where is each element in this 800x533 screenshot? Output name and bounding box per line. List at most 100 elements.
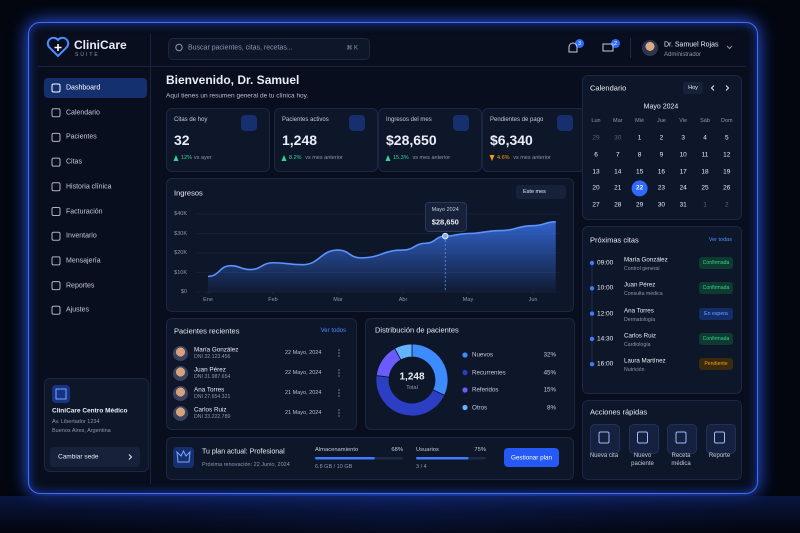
today-button[interactable]: [683, 82, 703, 94]
search-box[interactable]: [168, 38, 370, 60]
appointment-type: Nutrición: [624, 367, 645, 374]
nav-item[interactable]: Facturación: [66, 208, 103, 215]
appointment-status: Pendiente: [704, 361, 728, 368]
period-select[interactable]: [516, 185, 566, 199]
calendar-day[interactable]: 17: [679, 168, 687, 176]
nav-item[interactable]: Pacientes: [66, 133, 97, 141]
calendar-day[interactable]: 23: [657, 184, 666, 192]
header-divider: [38, 66, 746, 67]
y-tick-label: $30K: [174, 230, 187, 237]
period-label[interactable]: Este mes: [523, 189, 546, 195]
patient-avatar: [173, 345, 188, 361]
quick-action-label[interactable]: Reporte: [708, 453, 731, 459]
nav-item[interactable]: Mensajería: [66, 257, 101, 265]
calendar-day[interactable]: 24: [679, 184, 687, 192]
alerts-badge: [575, 39, 584, 48]
clinic-icon: [52, 385, 70, 403]
change-site-label[interactable]: Cambiar sede: [58, 453, 99, 461]
quick-action-label[interactable]: Nueva cita: [589, 453, 619, 459]
calendar-day[interactable]: 4: [703, 134, 707, 142]
patient-dni: DNI 31.987.654: [194, 374, 231, 380]
patient-dni: DNI 33.222.789: [194, 414, 231, 420]
calendar-day[interactable]: 25: [701, 184, 709, 192]
weekday-label: Mié: [635, 118, 645, 124]
weekday-label: Jue: [656, 118, 666, 124]
quick-action-button[interactable]: [705, 424, 736, 454]
patient-date: 21 Mayo, 2024: [285, 390, 322, 396]
clinic-address: Buenos Aires, Argentina: [52, 427, 111, 434]
tooltip-value: $28,650: [431, 217, 459, 227]
calendar-day[interactable]: 28: [614, 201, 622, 209]
nav-item[interactable]: Citas: [66, 158, 82, 166]
appointment-time: 12:00: [597, 310, 614, 318]
weekday-label: Mar: [613, 118, 623, 124]
quick-action-button[interactable]: [590, 424, 620, 454]
header-separator: [630, 38, 631, 58]
donut-total: 1,248: [399, 371, 425, 383]
nav-item[interactable]: Ajustes: [66, 306, 89, 314]
calendar-day[interactable]: 2: [724, 201, 729, 209]
status-badge: [699, 358, 733, 371]
appointments-title: Próximas citas: [590, 235, 639, 245]
status-badge: [699, 282, 733, 295]
calendar-day[interactable]: 8: [637, 151, 642, 159]
calendar-day[interactable]: 27: [592, 201, 600, 209]
quick-action-button[interactable]: [628, 424, 659, 454]
stat-icon: [557, 115, 573, 131]
nav-item[interactable]: Inventario: [66, 232, 97, 240]
nav-item[interactable]: Dashboard: [66, 84, 101, 92]
calendar-day[interactable]: 14: [614, 168, 622, 176]
patient-avatar: [173, 405, 188, 421]
calendar-day[interactable]: 13: [592, 168, 600, 176]
calendar-day[interactable]: 1: [637, 134, 642, 142]
calendar-day[interactable]: 30: [657, 201, 666, 209]
donut-total-label: Total: [406, 385, 418, 391]
income-card: [166, 178, 574, 312]
legend-label: Nuevos: [472, 351, 493, 359]
quick-action-label[interactable]: Nuevo paciente: [631, 453, 654, 467]
quick-action-label[interactable]: Receta médica: [671, 453, 691, 467]
calendar-day[interactable]: 22: [635, 184, 644, 192]
calendar-day[interactable]: 26: [723, 184, 731, 192]
calendar-day[interactable]: 5: [724, 134, 729, 142]
manage-plan-button[interactable]: [504, 448, 559, 467]
calendar-day[interactable]: 1: [703, 201, 707, 209]
calendar-day[interactable]: 29: [592, 134, 600, 142]
calendar-day[interactable]: 19: [723, 168, 731, 176]
calendar-day[interactable]: 20: [592, 184, 600, 192]
stat-change: 15.3%: [393, 155, 409, 161]
manage-plan-label[interactable]: Gestionar plan: [511, 454, 552, 461]
calendar-day[interactable]: 16: [657, 168, 666, 176]
calendar-day[interactable]: 18: [701, 168, 709, 176]
nav-item[interactable]: Reportes: [66, 282, 95, 290]
calendar-day[interactable]: 7: [615, 151, 620, 159]
calendar-day[interactable]: 31: [679, 201, 687, 209]
calendar-day[interactable]: 11: [701, 151, 709, 159]
calendar-day[interactable]: 21: [614, 184, 622, 192]
calendar-day[interactable]: 10: [679, 151, 687, 159]
change-site-button[interactable]: [50, 447, 140, 467]
calendar-day[interactable]: 2: [659, 134, 664, 142]
calendar-day[interactable]: 9: [659, 151, 664, 159]
stat-card: [274, 108, 378, 172]
clinic-address: Av. Libertador 1234: [52, 419, 100, 425]
quick-action-button[interactable]: [667, 424, 697, 454]
greeting-subtitle: Aquí tienes un resumen general de tu clí…: [166, 92, 309, 100]
calendar-day[interactable]: 6: [594, 151, 598, 159]
nav-item[interactable]: Historia clínica: [66, 183, 112, 191]
calendar-day[interactable]: 12: [723, 151, 731, 159]
legend-label: Recurrentes: [472, 369, 506, 376]
calendar-day[interactable]: 29: [635, 201, 644, 209]
calendar-day[interactable]: 15: [635, 168, 644, 176]
x-tick-label: Feb: [268, 297, 278, 303]
stat-change: 4.6%: [497, 155, 510, 161]
y-tick-label: $40K: [174, 211, 187, 217]
calendar-day[interactable]: 3: [681, 134, 685, 142]
nav-item[interactable]: Calendario: [66, 109, 100, 117]
appointments-link[interactable]: Ver todas: [708, 237, 732, 243]
calendar-day[interactable]: 30: [614, 134, 622, 142]
patients-link[interactable]: Ver todos: [320, 328, 346, 334]
floor-reflection: [0, 496, 800, 533]
today-label[interactable]: Hoy: [688, 85, 698, 91]
